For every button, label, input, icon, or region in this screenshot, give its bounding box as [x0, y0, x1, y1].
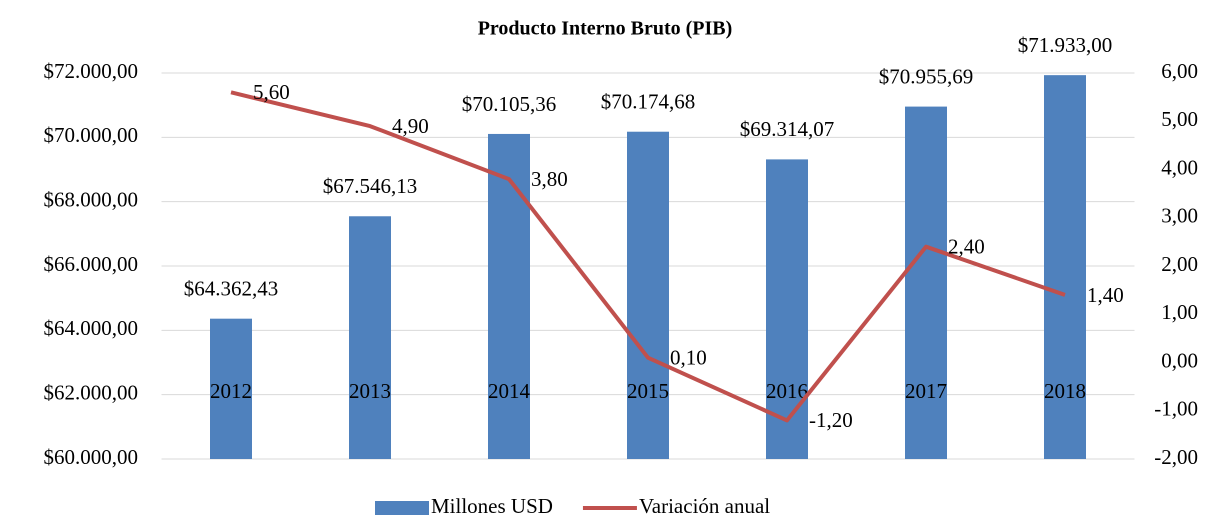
bar-value-label: $71.933,00 — [1018, 33, 1113, 57]
y-tick-label: $66.000,00 — [44, 252, 139, 276]
y2-tick-label: 6,00 — [1161, 59, 1198, 83]
bar — [488, 133, 530, 459]
bar-value-label: $67.546,13 — [323, 174, 418, 198]
y2-tick-label: 3,00 — [1161, 204, 1198, 228]
y2-tick-label: 2,00 — [1161, 252, 1198, 276]
bar — [905, 106, 947, 459]
bar-value-label: $70.955,69 — [879, 64, 974, 88]
line-value-label: 3,80 — [531, 167, 568, 191]
line-value-label: 0,10 — [670, 345, 707, 369]
bar — [766, 159, 808, 460]
y-tick-label: $68.000,00 — [44, 187, 139, 211]
bar-value-label: $64.362,43 — [184, 276, 279, 300]
x-tick-label: 2013 — [349, 379, 391, 403]
x-tick-label: 2017 — [905, 379, 947, 403]
line-value-label: 2,40 — [948, 235, 985, 259]
x-tick-label: 2014 — [488, 379, 531, 403]
y-tick-label: $60.000,00 — [44, 445, 139, 469]
x-tick-label: 2018 — [1044, 379, 1086, 403]
x-tick-label: 2016 — [766, 379, 808, 403]
bar-value-label: $69.314,07 — [740, 117, 835, 141]
y-tick-label: $72.000,00 — [44, 59, 139, 83]
bar-value-label: $70.174,68 — [601, 90, 696, 114]
legend-label: Millones USD — [431, 494, 553, 518]
y2-tick-label: 4,00 — [1161, 155, 1198, 179]
bar — [627, 131, 669, 459]
y2-tick-label: 0,00 — [1161, 348, 1198, 372]
y2-tick-label: 1,00 — [1161, 300, 1198, 324]
y-tick-label: $64.000,00 — [44, 316, 139, 340]
bar-value-label: $70.105,36 — [462, 92, 557, 116]
y2-tick-label: -2,00 — [1154, 445, 1198, 469]
y2-tick-label: -1,00 — [1154, 397, 1198, 421]
y-tick-label: $70.000,00 — [44, 123, 139, 147]
legend-swatch — [375, 501, 429, 515]
line-value-label: -1,20 — [809, 408, 853, 432]
line — [230, 90, 1066, 423]
y2-tick-label: 5,00 — [1161, 107, 1198, 131]
line-value-label: 5,60 — [253, 80, 290, 104]
legend-label: Variación anual — [639, 494, 770, 518]
x-tick-label: 2012 — [210, 379, 252, 403]
bar — [210, 318, 252, 459]
line-value-label: 1,40 — [1087, 283, 1124, 307]
x-tick-label: 2015 — [627, 379, 669, 403]
bar — [349, 216, 391, 459]
y-tick-label: $62.000,00 — [44, 380, 139, 404]
line-value-label: 4,90 — [392, 114, 429, 138]
chart-title: Producto Interno Bruto (PIB) — [478, 18, 733, 40]
bar — [1044, 75, 1086, 460]
